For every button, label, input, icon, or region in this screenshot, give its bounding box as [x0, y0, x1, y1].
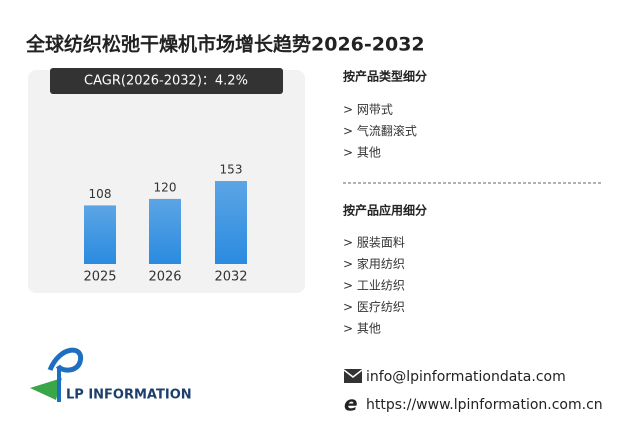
segment-item: > 其他: [343, 322, 381, 336]
bar: [84, 205, 116, 264]
email-icon: [343, 369, 363, 383]
logo-text: LP INFORMATION: [66, 388, 192, 403]
logo: [30, 347, 84, 402]
envelope-flap: [343, 369, 363, 378]
x-tick-label: 2032: [214, 270, 247, 285]
title: 全球纺织松弛干燥机市场增长趋势2026-2032: [25, 33, 425, 56]
segment-item: > 医疗纺织: [343, 300, 405, 314]
value-label: 120: [154, 180, 177, 194]
segment-item: > 气流翻滚式: [343, 123, 417, 138]
x-tick-label: 2025: [83, 270, 116, 285]
segment-item: > 网带式: [343, 103, 393, 117]
logo-arrow: [30, 378, 62, 400]
logo-swoosh: [47, 347, 84, 373]
value-label: 153: [220, 163, 243, 177]
segment-item: > 其他: [343, 146, 381, 160]
segment-item: > 服装面料: [343, 236, 405, 250]
email: info@lpinformationdata.com: [366, 369, 566, 385]
segment-heading: 按产品类型细分: [343, 69, 427, 84]
x-tick-label: 2026: [148, 270, 181, 285]
web-icon: e: [344, 392, 358, 416]
segment-item: > 工业纺织: [343, 279, 405, 293]
cagr-text: CAGR(2026-2032)：4.2%: [84, 74, 248, 89]
segment-heading: 按产品应用细分: [343, 203, 427, 218]
segment-item: > 家用纺织: [343, 256, 405, 271]
website: https://www.lpinformation.com.cn: [366, 397, 603, 413]
bar: [149, 198, 181, 264]
envelope: [344, 369, 362, 383]
logo-bar: [57, 368, 61, 402]
cagr-banner: [50, 68, 283, 94]
bar: [215, 181, 247, 264]
value-label: 108: [89, 187, 112, 201]
